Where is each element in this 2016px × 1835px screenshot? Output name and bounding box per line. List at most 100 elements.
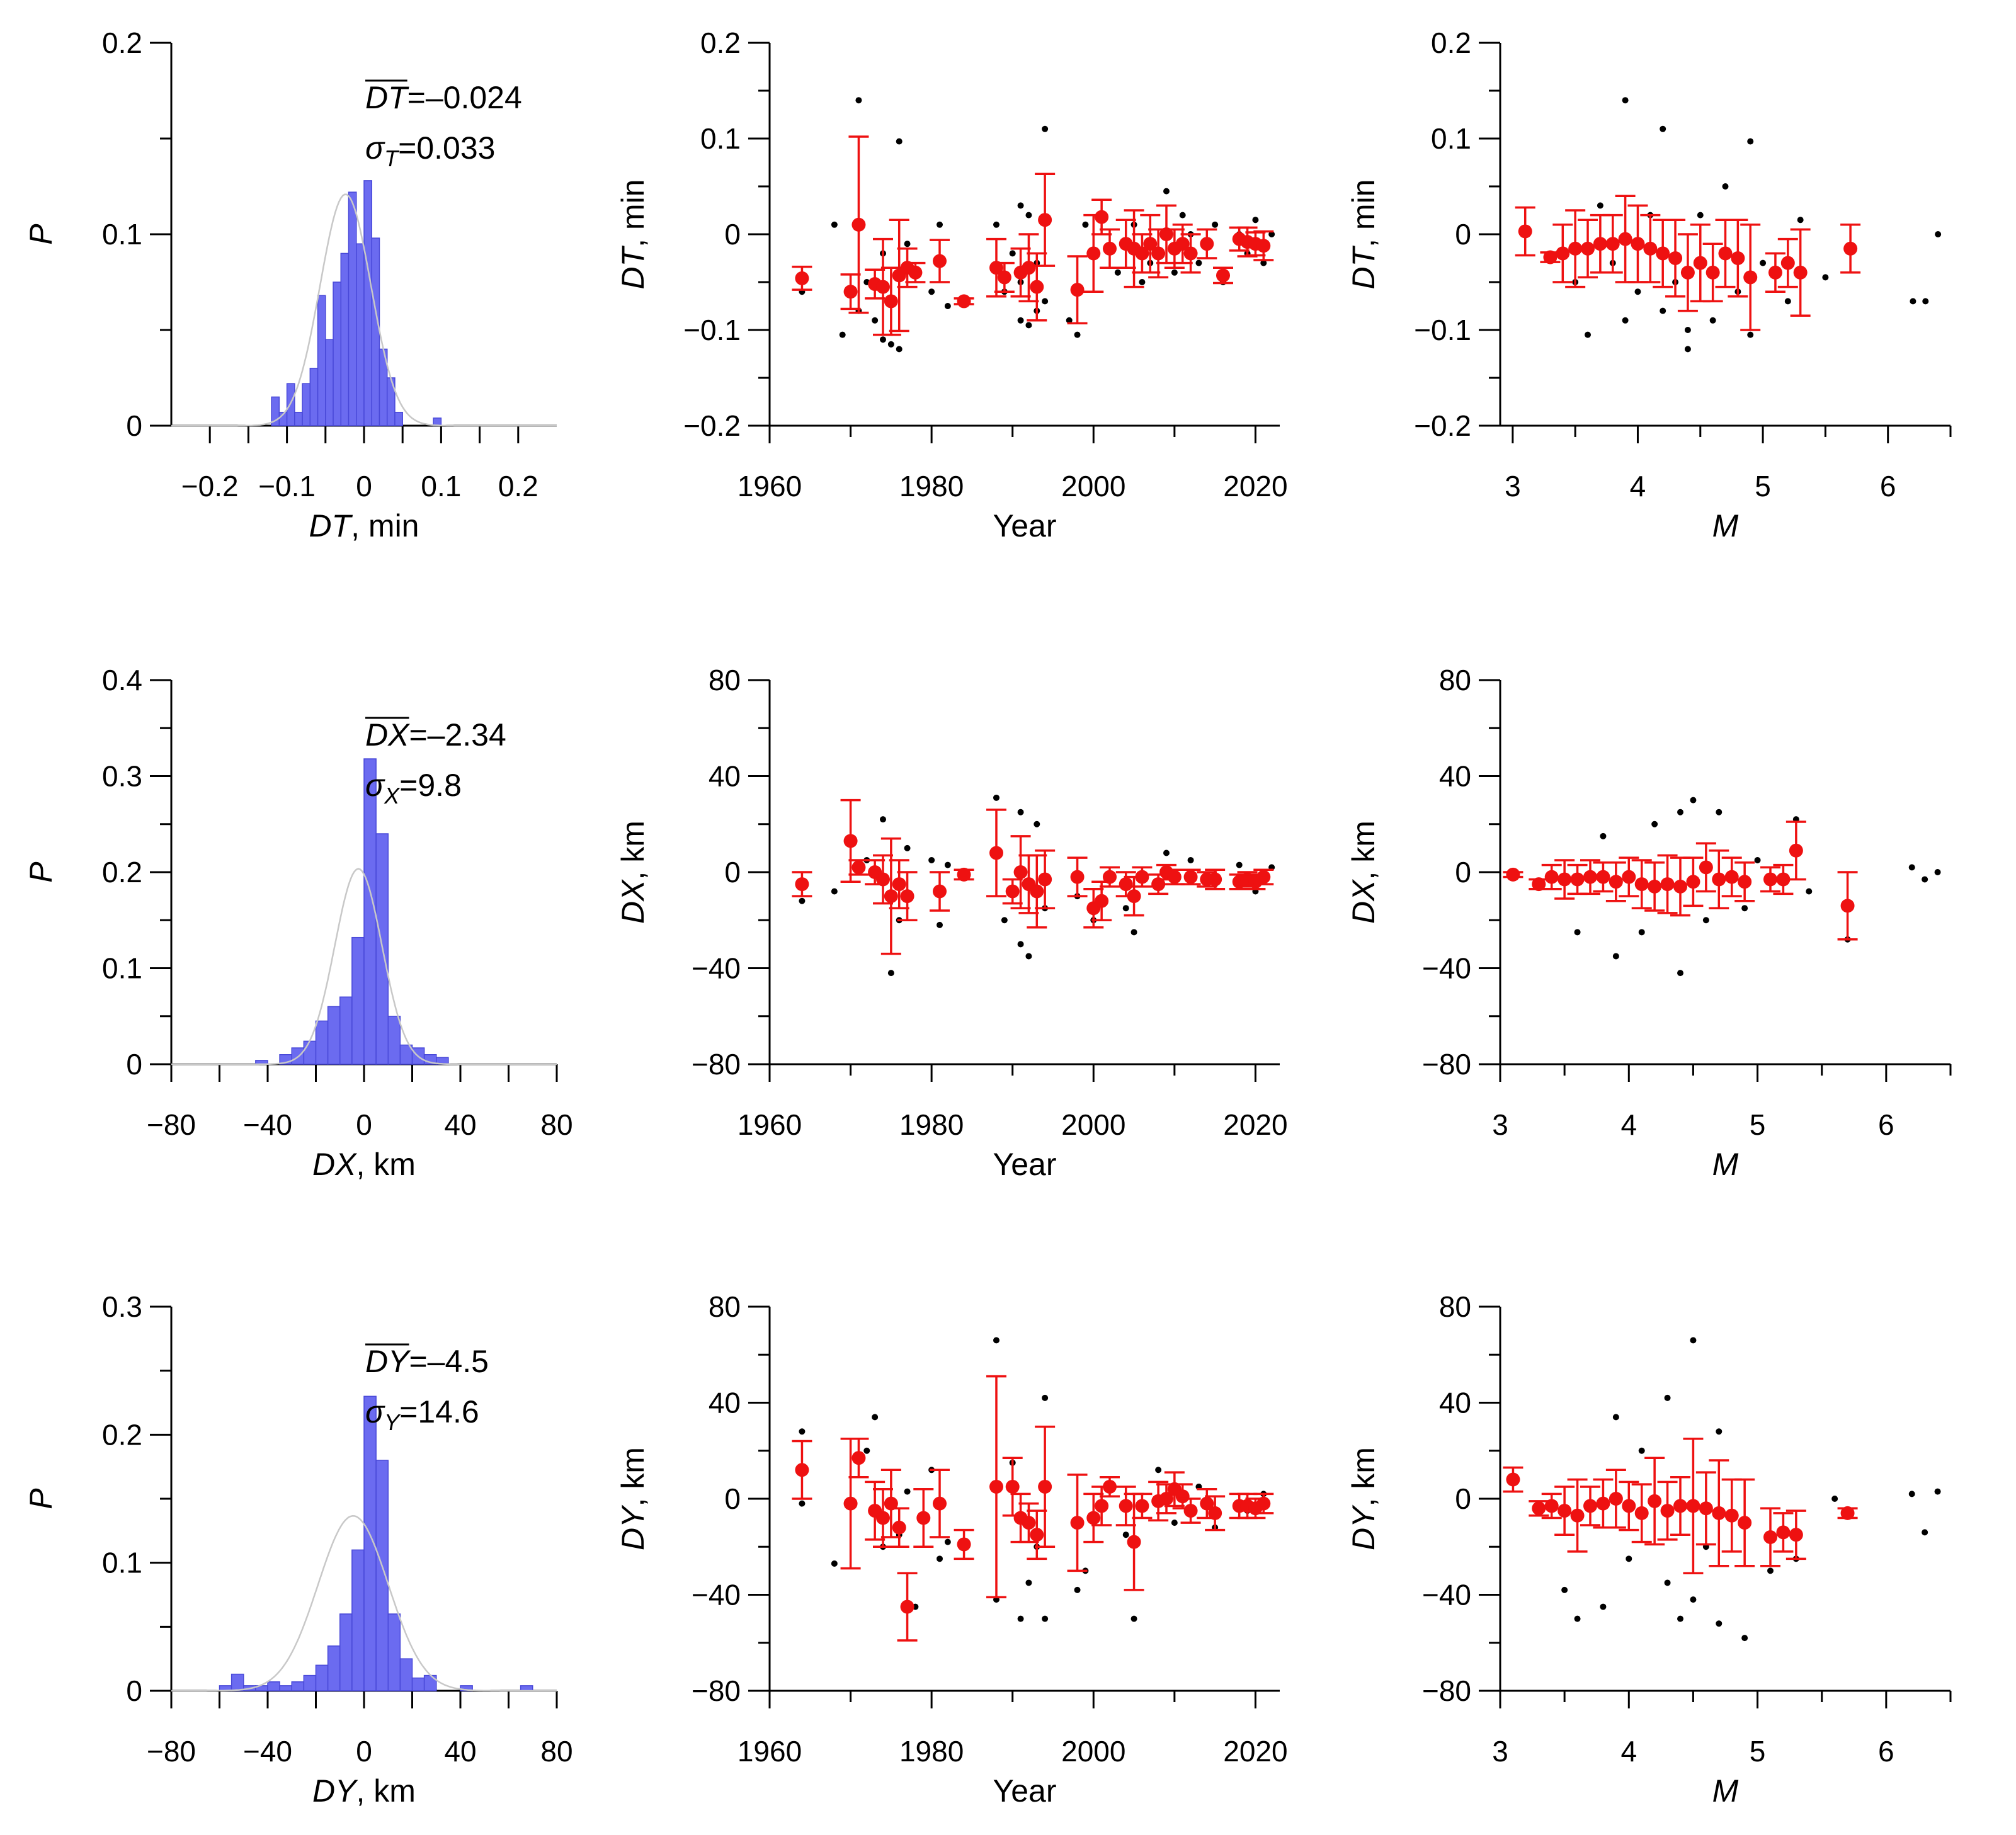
histogram-bar	[291, 1681, 305, 1691]
data-point	[928, 288, 935, 295]
mean-point	[1038, 872, 1052, 887]
mean-point	[1070, 283, 1085, 297]
mean-annotation: DT=–0.024	[365, 80, 522, 115]
data-point	[1017, 809, 1024, 815]
data-point	[1664, 1579, 1671, 1586]
mean-point	[1095, 210, 1109, 224]
data-point	[1139, 279, 1146, 285]
x-tick-label: −0.2	[181, 470, 239, 503]
data-point	[1722, 183, 1729, 190]
data-point	[1690, 1596, 1697, 1603]
mean-annotation: DX=–2.34	[365, 717, 506, 753]
data-point	[1908, 1491, 1915, 1497]
mean-point	[933, 254, 947, 268]
x-tick-label: 2020	[1223, 1735, 1287, 1768]
y-tick-label: 0.1	[700, 122, 741, 155]
mean-point	[1568, 241, 1583, 256]
data-point	[799, 1500, 806, 1507]
mean-point	[892, 1520, 906, 1535]
y-tick-label: −80	[1422, 1674, 1471, 1707]
histogram-bar	[294, 411, 303, 426]
y-tick-label: 0	[126, 409, 142, 442]
x-axis-title: DY, km	[312, 1773, 416, 1809]
panel-dt-mag: −0.2 −0.1 0 0.1 0.2 3 4 5 6 M DT, min	[1346, 26, 1952, 543]
x-tick-label: 4	[1620, 1735, 1637, 1768]
mean-point	[876, 280, 890, 294]
mean-point	[933, 1496, 947, 1511]
mean-point	[1763, 1530, 1777, 1544]
panel-dy-year: −80 −40 0 40 80 1960 1980 2000 2020 Year DY, km	[615, 1290, 1288, 1809]
mean-point	[916, 1511, 931, 1525]
histogram-bar	[339, 996, 353, 1065]
mean-point	[1256, 239, 1271, 253]
mean-point	[1022, 1516, 1036, 1530]
data-point	[839, 331, 846, 338]
mean-point	[1556, 246, 1570, 261]
data-point	[1042, 1615, 1049, 1622]
data-point	[1187, 856, 1194, 863]
mean-point	[1175, 237, 1190, 251]
mean-point	[1013, 865, 1028, 879]
mean-point	[1095, 1499, 1109, 1513]
data-point	[799, 897, 806, 904]
data-point	[1716, 1620, 1723, 1627]
mean-point	[1793, 265, 1808, 280]
y-tick-label: 80	[709, 664, 741, 696]
histogram-bar	[315, 1664, 329, 1691]
mean-point	[843, 285, 858, 299]
data-point	[993, 221, 999, 228]
data-point	[1934, 1488, 1941, 1495]
mean-point	[997, 270, 1011, 285]
mean-point	[1558, 872, 1572, 887]
data-point	[1797, 217, 1804, 224]
panel-dx-year: −80 −40 0 40 80 1960 1980 2000 2020 Year DX, km	[615, 664, 1288, 1182]
mean-point	[795, 271, 809, 285]
mean-point	[1543, 250, 1558, 264]
data-point	[904, 1488, 911, 1495]
mean-point	[884, 889, 898, 904]
mean-point	[1605, 237, 1620, 251]
y-tick-label: 40	[709, 1387, 741, 1419]
x-axis-title: DT, min	[309, 508, 419, 543]
y-tick-label: 0	[1455, 1482, 1471, 1515]
data-point	[1042, 125, 1049, 132]
x-tick-label: −40	[243, 1735, 292, 1768]
mean-point	[1103, 241, 1117, 256]
data-point	[1612, 953, 1619, 960]
x-tick-label: 0.2	[498, 470, 538, 503]
mean-point	[1648, 879, 1662, 894]
data-point	[1677, 809, 1683, 815]
x-tick-label: 80	[540, 1108, 572, 1141]
data-point	[1171, 269, 1178, 276]
mean-point	[1648, 1494, 1662, 1508]
panel-dx-mag: −80 −40 0 40 80 3 4 5 6 M DX, km	[1346, 664, 1952, 1182]
data-point	[1122, 1531, 1129, 1538]
histogram-bar	[460, 1685, 473, 1691]
data-point	[1922, 298, 1929, 305]
histogram-bar	[315, 1020, 329, 1065]
histogram-bar	[394, 411, 403, 426]
data-point	[855, 97, 862, 104]
histogram-bar	[327, 1006, 341, 1065]
data-point	[887, 341, 894, 348]
data-point	[1130, 1615, 1137, 1622]
data-point	[1922, 1529, 1928, 1536]
y-tick-label: 0	[126, 1674, 142, 1707]
mean-point	[1789, 1528, 1803, 1542]
data-point	[1017, 1615, 1024, 1622]
data-point	[1066, 317, 1073, 324]
data-point	[1622, 317, 1629, 324]
x-tick-label: 2020	[1223, 470, 1287, 503]
x-tick-label: 40	[444, 1108, 476, 1141]
mean-point	[1022, 261, 1036, 275]
mean-point	[1622, 870, 1636, 884]
mean-point	[1159, 1492, 1173, 1506]
data-point	[896, 346, 903, 353]
data-point	[1236, 861, 1243, 868]
mean-point	[1167, 870, 1182, 884]
mean-point	[989, 1479, 1003, 1494]
data-point	[1025, 1579, 1032, 1586]
x-tick-label: 5	[1755, 470, 1771, 503]
mean-point	[1558, 1504, 1572, 1518]
mean-point	[1634, 877, 1649, 892]
